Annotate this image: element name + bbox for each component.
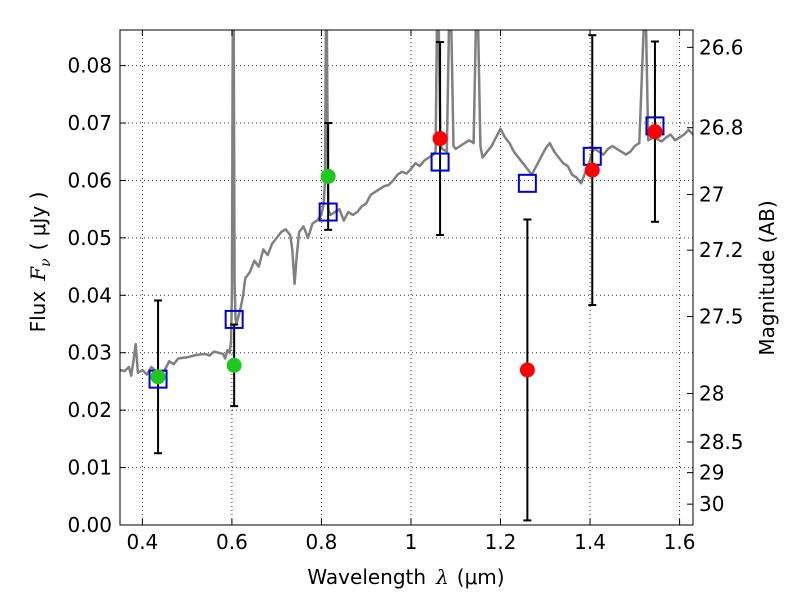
y-tick-label: 0.03 <box>67 341 112 365</box>
y-tick-label: 0.06 <box>67 168 112 192</box>
model-photometry-point <box>517 173 537 193</box>
marginal-detections-point <box>647 124 663 140</box>
marginal-detections-point <box>432 131 448 147</box>
y2-axis-ticks: 26.6 26.8 27 27.2 27.5 28 28.5 29 30 <box>687 35 744 516</box>
y2-tick-label: 27 <box>699 183 724 207</box>
x-axis-ticks: 0.4 0.6 0.8 1 1.2 1.4 1.6 <box>126 30 695 554</box>
y2-tick-label: 28.5 <box>699 430 744 454</box>
y2-tick-label: 26.8 <box>699 116 744 140</box>
marginal-detections-point <box>519 362 535 378</box>
y-tick-label: 0.05 <box>67 226 112 250</box>
grid <box>120 30 693 525</box>
detections-point <box>226 357 242 373</box>
plot-frame <box>119 29 694 526</box>
y-tick-label: 0.02 <box>67 398 112 422</box>
y-axis-ticks: 0.00 0.01 0.02 0.03 0.04 0.05 0.06 0.07 0.08 <box>67 54 126 537</box>
x-tick-label: 0.6 <box>216 530 248 554</box>
y-axis-label: FluxFν( μJy ) <box>26 192 54 333</box>
y-tick-label: 0.08 <box>67 54 112 78</box>
y2-tick-label: 27.5 <box>699 305 744 329</box>
model-photometry-point <box>224 309 244 329</box>
y2-tick-label: 27.2 <box>699 238 744 262</box>
y2-tick-label: 26.6 <box>699 35 744 59</box>
detections-point <box>320 168 336 184</box>
y2-tick-label: 28 <box>699 381 724 405</box>
y-tick-label: 0.00 <box>67 513 112 537</box>
y2-tick-label: 30 <box>699 492 724 516</box>
x-tick-label: 0.4 <box>126 530 158 554</box>
x-tick-label: 1.4 <box>574 530 606 554</box>
x-tick-label: 1.2 <box>485 530 517 554</box>
y2-tick-label: 29 <box>699 461 724 485</box>
plot-area <box>120 30 693 377</box>
model-photometry-point <box>430 152 450 172</box>
model-photometry-point <box>318 202 338 222</box>
x-tick-label: 0.8 <box>306 530 338 554</box>
detections-point <box>150 369 166 385</box>
y-tick-label: 0.07 <box>67 111 112 135</box>
observed-photometry-markers <box>150 124 663 385</box>
x-axis-label: Wavelength λ (μm) <box>307 565 504 589</box>
y-tick-label: 0.04 <box>67 283 112 307</box>
marginal-detections-point <box>584 162 600 178</box>
x-tick-label: 1 <box>405 530 418 554</box>
y-tick-label: 0.01 <box>67 456 112 480</box>
model-spectrum-line <box>120 30 693 377</box>
y2-axis-label: Magnitude (AB) <box>755 200 779 355</box>
x-tick-label: 1.6 <box>664 530 696 554</box>
